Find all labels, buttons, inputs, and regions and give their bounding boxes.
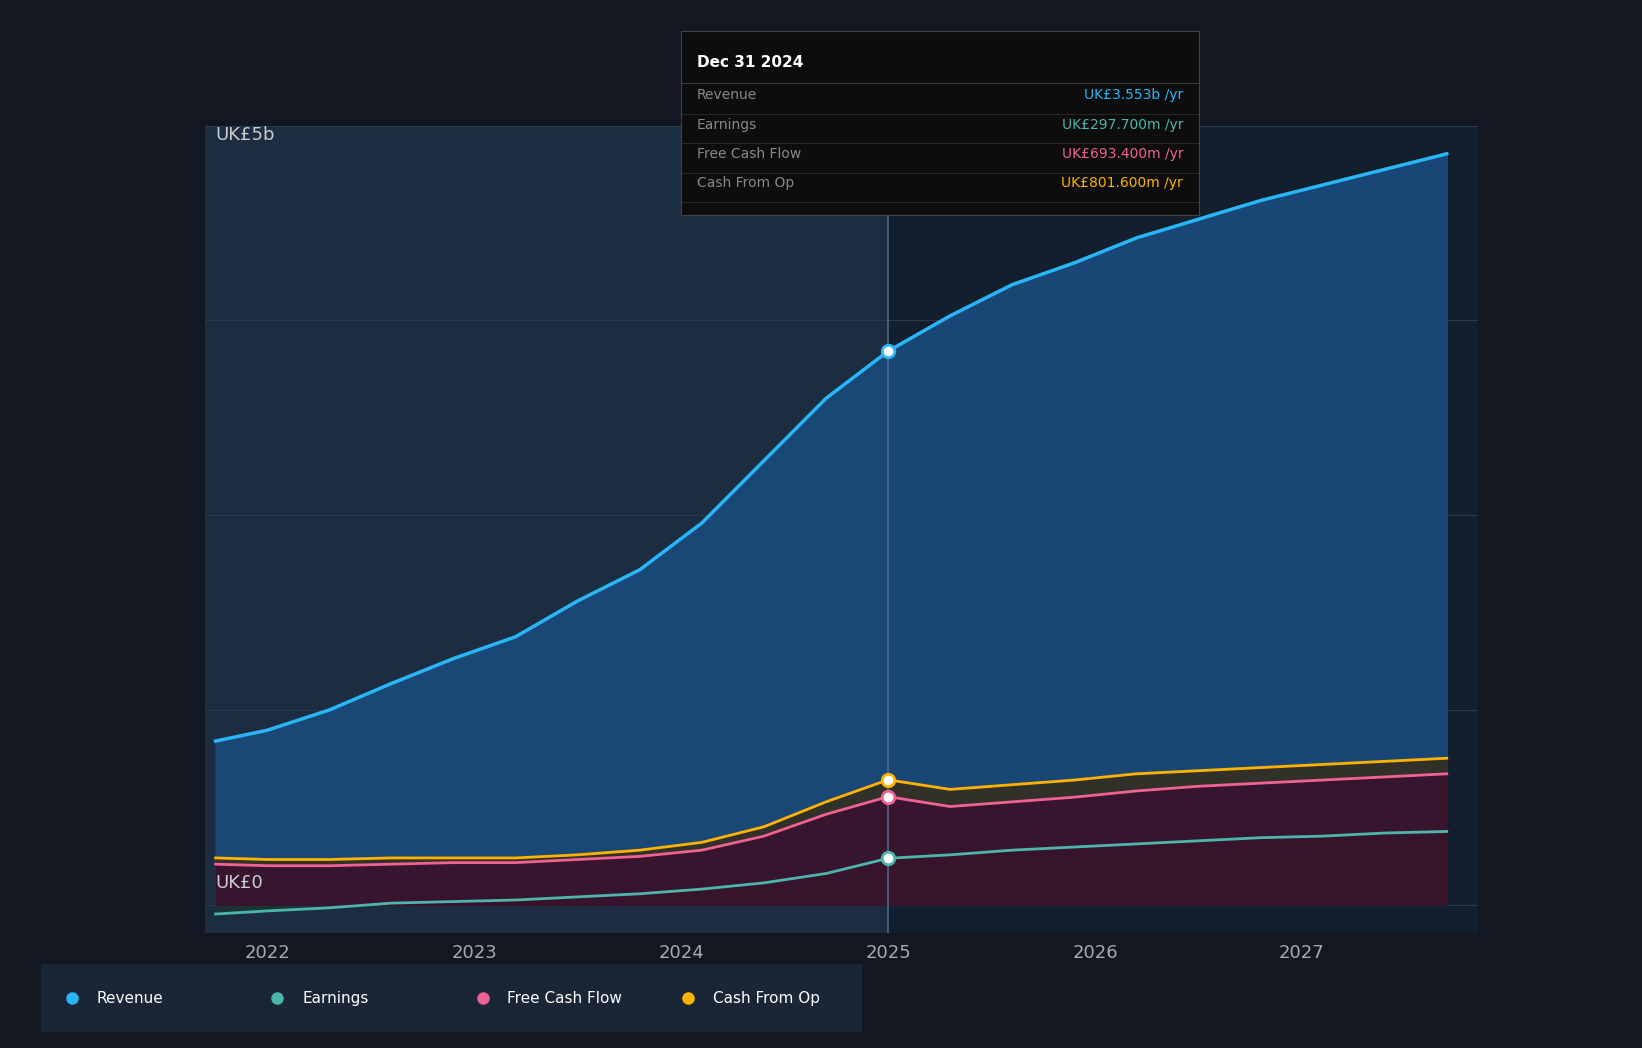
Text: UK£3.553b /yr: UK£3.553b /yr: [1084, 88, 1184, 103]
Text: Dec 31 2024: Dec 31 2024: [696, 56, 803, 70]
Text: Cash From Op: Cash From Op: [696, 176, 795, 191]
Bar: [888, 126, 1478, 933]
Text: UK£801.600m /yr: UK£801.600m /yr: [1061, 176, 1184, 191]
Bar: [205, 126, 888, 933]
Text: UK£297.700m /yr: UK£297.700m /yr: [1062, 117, 1184, 132]
Text: Earnings: Earnings: [696, 117, 757, 132]
Text: Revenue: Revenue: [97, 990, 164, 1006]
Text: Past: Past: [837, 145, 875, 162]
Text: Analysts Forecasts: Analysts Forecasts: [900, 145, 1069, 162]
Text: Cash From Op: Cash From Op: [713, 990, 819, 1006]
Text: UK£5b: UK£5b: [215, 126, 276, 144]
Text: Free Cash Flow: Free Cash Flow: [507, 990, 622, 1006]
Text: Earnings: Earnings: [302, 990, 368, 1006]
Text: UK£693.400m /yr: UK£693.400m /yr: [1061, 147, 1184, 161]
Text: UK£0: UK£0: [215, 874, 263, 892]
Text: Revenue: Revenue: [696, 88, 757, 103]
Text: Free Cash Flow: Free Cash Flow: [696, 147, 801, 161]
